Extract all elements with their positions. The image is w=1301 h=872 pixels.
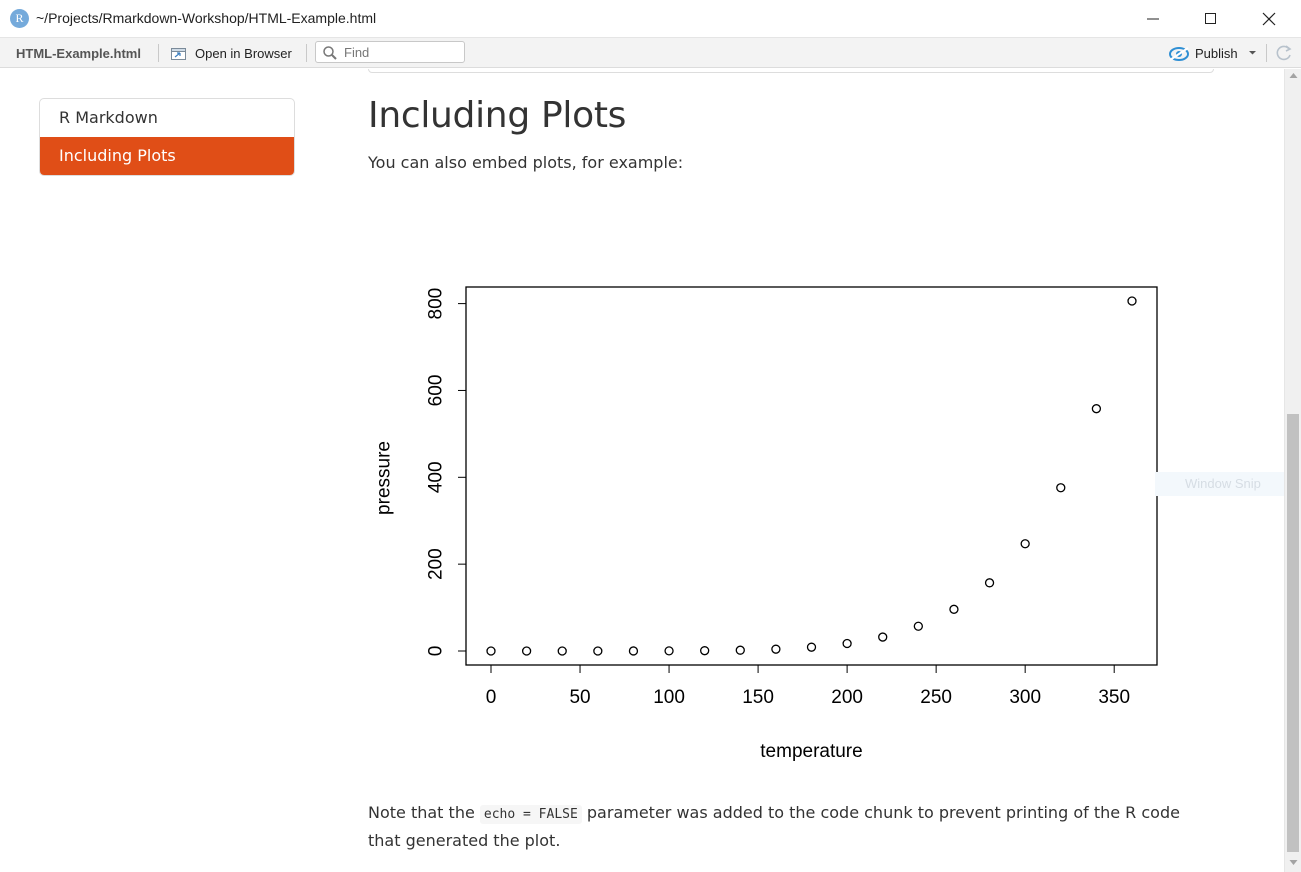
data-point: [486, 646, 496, 656]
toolbar-separator: [158, 44, 159, 62]
x-tick-label: 50: [569, 687, 590, 708]
inline-code-echo: echo = FALSE: [479, 805, 582, 824]
pressure-scatter-plot: 0 50 100 150 200 250 300 350 temperature 0 200 400 6…: [374, 286, 1158, 762]
close-icon: [1262, 12, 1276, 26]
refresh-icon[interactable]: [1274, 43, 1294, 63]
y-axis-label: pressure: [374, 441, 395, 515]
close-window-button[interactable]: [1241, 0, 1299, 38]
x-tick-label: 250: [920, 687, 952, 708]
toc-item-r-markdown[interactable]: R Markdown: [59, 108, 158, 127]
publish-label: Publish: [1195, 46, 1238, 61]
data-point: [878, 632, 888, 642]
vertical-scrollbar[interactable]: [1284, 69, 1301, 872]
maximize-icon: [1205, 13, 1216, 24]
y-tick-label: 200: [426, 548, 447, 580]
scrollbar-thumb[interactable]: [1287, 414, 1299, 852]
open-in-browser-label: Open in Browser: [195, 46, 292, 61]
x-axis-label: temperature: [760, 741, 862, 762]
data-point: [521, 646, 532, 656]
data-point: [1127, 296, 1137, 306]
scroll-up-arrow-icon[interactable]: [1289, 72, 1298, 79]
minimize-icon: [1147, 18, 1159, 20]
data-point: [771, 644, 781, 654]
data-point: [1091, 404, 1102, 414]
document-tab[interactable]: HTML-Example.html: [16, 46, 141, 61]
find-input[interactable]: [344, 44, 459, 60]
publish-button[interactable]: Publish: [1168, 44, 1260, 64]
note-paragraph: Note that the echo = FALSE parameter was…: [368, 800, 1208, 854]
data-point: [593, 646, 603, 656]
section-title: Including Plots: [368, 95, 627, 136]
data-point: [735, 645, 745, 655]
toc-item-including-plots[interactable]: Including Plots: [40, 137, 294, 175]
y-tick-label: 600: [426, 375, 447, 407]
data-point: [806, 642, 817, 652]
x-tick-label: 200: [831, 687, 863, 708]
x-tick-label: 0: [486, 687, 497, 708]
data-point: [949, 604, 959, 614]
data-point: [984, 578, 995, 588]
publish-icon: [1169, 47, 1189, 61]
previous-section-box: [368, 69, 1214, 73]
toolbar-separator: [306, 44, 307, 62]
data-point: [557, 646, 567, 656]
note-text-after: parameter was added to the code chunk to…: [368, 803, 1180, 850]
data-point: [913, 621, 923, 631]
data-point: [628, 646, 639, 656]
data-point: [842, 638, 852, 649]
window-title: ~/Projects/Rmarkdown-Workshop/HTML-Examp…: [36, 10, 377, 26]
x-tick-label: 350: [1098, 687, 1130, 708]
intro-paragraph: You can also embed plots, for example:: [368, 153, 684, 172]
minimize-button[interactable]: [1125, 0, 1183, 38]
x-tick-label: 300: [1009, 687, 1041, 708]
data-point: [1020, 539, 1030, 549]
maximize-button[interactable]: [1183, 0, 1241, 38]
x-tick-label: 100: [653, 687, 685, 708]
data-point: [700, 646, 710, 656]
open-in-browser-icon: [171, 48, 186, 60]
y-tick-label: 0: [426, 646, 447, 657]
find-box[interactable]: [315, 41, 465, 63]
window-snip-overlay: Window Snip: [1155, 472, 1284, 496]
chevron-down-icon[interactable]: [1248, 48, 1257, 57]
note-text-before: Note that the: [368, 803, 480, 822]
plot-layer: 0 50 100 150 200 250 300 350 temperature 0 200 400 6…: [374, 286, 1158, 762]
scroll-down-arrow-icon[interactable]: [1289, 859, 1298, 866]
viewer-toolbar: HTML-Example.html Open in Browser Publis…: [0, 38, 1301, 68]
title-bar: R ~/Projects/Rmarkdown-Workshop/HTML-Exa…: [0, 0, 1301, 38]
data-point: [1056, 483, 1066, 493]
r-app-icon: R: [10, 9, 29, 28]
y-tick-label: 400: [426, 461, 447, 493]
search-icon: [323, 46, 337, 60]
x-tick-label: 150: [742, 687, 774, 708]
toolbar-separator: [1266, 44, 1267, 62]
rendered-document: R Markdown Including Plots Including Plo…: [0, 69, 1284, 872]
table-of-contents: R Markdown Including Plots: [39, 98, 295, 176]
y-tick-label: 800: [426, 288, 447, 320]
data-point: [664, 646, 674, 656]
plot-frame: [465, 286, 1158, 666]
